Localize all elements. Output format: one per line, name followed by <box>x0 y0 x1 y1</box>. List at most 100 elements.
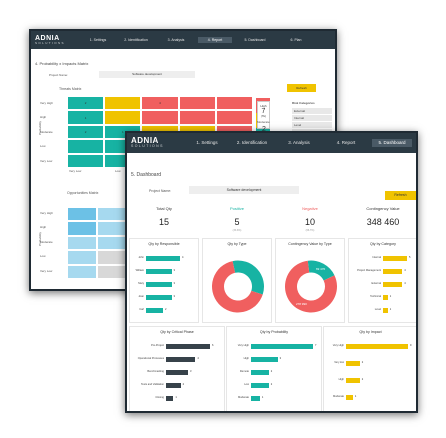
tab-2-identification[interactable]: 2. Identification <box>124 38 148 42</box>
bar-value: 2 <box>182 383 185 386</box>
panel-title: Qty by Impact <box>359 330 382 334</box>
panel-title: Qty by Type <box>227 242 247 246</box>
matrix-cell <box>104 110 142 125</box>
row-label-low: Low <box>40 254 46 259</box>
panel-title: Qty by Critical Phase <box>160 330 194 334</box>
row-label-low: Low <box>40 144 46 149</box>
bar-label: Low <box>244 383 249 386</box>
page-title: 5. Dashboard <box>131 172 162 178</box>
bar-label: Carl <box>139 308 144 311</box>
bar-value: 4 <box>197 357 199 360</box>
kpi-title: Contingency Value <box>366 206 400 211</box>
panel-title: Qty by Category <box>370 242 396 246</box>
slice-positive <box>232 260 264 295</box>
high-level-count: 7 <box>261 108 266 115</box>
bar-label: Closing <box>155 396 164 399</box>
bar-label: Very High <box>237 344 249 347</box>
panel-qty-by-critical-phase: Qty by Critical Phase Pre-Project 6 Operati… <box>129 326 225 411</box>
matrix-cell: 1 <box>67 110 105 125</box>
kpi-value: 348 460 <box>366 217 400 227</box>
matrix-cell <box>141 110 179 125</box>
slice-label: 278 990 <box>296 302 307 306</box>
slice-label: 69 470 <box>316 267 326 271</box>
bar-very-high <box>346 344 408 349</box>
tab-2-identification[interactable]: 2. Identification <box>236 140 268 145</box>
bar-value: 3 <box>190 370 192 373</box>
bar-value: 2 <box>165 308 167 311</box>
matrix-cell: 4 <box>141 96 179 111</box>
matrix-cell: 2 <box>67 124 105 140</box>
panel-title: Qty by Probability <box>259 330 289 334</box>
bar-pre-project <box>166 344 210 349</box>
bar-label: Remote <box>239 370 249 373</box>
row-label-very-low: Very Low <box>40 158 53 163</box>
row-label-high: High <box>40 225 47 230</box>
bar-project-management <box>383 269 403 274</box>
tab-5-dashboard[interactable]: 5. Dashboard <box>372 139 412 147</box>
bar-label: Moderate <box>238 396 249 399</box>
category-filter-external[interactable]: External <box>292 108 332 114</box>
bar-john <box>146 256 180 261</box>
matrix-cell <box>97 264 127 279</box>
threats-matrix-title: Threats Matrix <box>59 87 82 91</box>
tab-4-report[interactable]: 4. Report <box>198 37 232 43</box>
bar-remote <box>251 370 269 375</box>
bar-label: William <box>135 269 144 272</box>
bar-label: Technical <box>370 295 381 298</box>
bar-label: Moderate <box>333 395 344 398</box>
bar-value: 4 <box>404 269 406 272</box>
category-filter-level[interactable]: Level <box>292 122 332 128</box>
bar-moderate <box>251 396 260 401</box>
bar-tests-and-validation <box>166 383 181 388</box>
refresh-button[interactable]: Refresh <box>287 84 316 92</box>
bar-value: 4 <box>404 282 406 285</box>
logo-text: ADNIA <box>35 35 60 42</box>
panel-qty-by-probability: Qty by Probability Very High 7 High 3 Remote 2… <box>226 326 322 411</box>
panel-qty-by-responsible: Qty by Responsible John 4 William 3 Mary 3 Joan… <box>129 238 199 323</box>
category-filter-internal[interactable]: Internal <box>292 115 332 121</box>
kpi-title: Positive <box>229 206 244 211</box>
kpi-value: 10 <box>304 217 315 227</box>
tab-3-analysis[interactable]: 3. Analysis <box>288 140 310 145</box>
panel-qty-by-impact: Qty by Impact Very High 9 Very low 2 High 2 Mod… <box>323 326 416 411</box>
row-label-very-high: Very High <box>40 101 54 105</box>
bar-joan <box>146 295 172 300</box>
moderate-level-count: 2 <box>262 126 266 133</box>
tab-1-settings[interactable]: 1. Settings <box>196 140 218 145</box>
matrix-cell <box>97 221 127 236</box>
project-name-field[interactable]: Software development <box>189 186 299 194</box>
tab-5-dashboard[interactable]: 5. Dashboard <box>244 38 266 42</box>
tab-1-settings[interactable]: 1. Settings <box>89 38 107 42</box>
bar-value: 1 <box>354 395 357 398</box>
tab-6-plan[interactable]: 6. Plan <box>290 38 302 42</box>
matrix-cell <box>178 110 216 125</box>
tab-4-report[interactable]: 4. Report <box>336 140 356 145</box>
bar-mary <box>146 282 172 287</box>
donut-chart: 69 470 278 990 <box>285 260 337 313</box>
bar-value: 4 <box>182 256 184 259</box>
bar-value: 6 <box>212 344 214 347</box>
nav-tabs: 1. Settings 2. Identification 3. Analysis 4… <box>31 31 335 49</box>
row-label-high: High <box>40 115 47 120</box>
bar-value: 1 <box>175 396 177 399</box>
dashboard-window: ADNIA SOLUTIONS 1. Settings 2. Identifica… <box>125 131 418 413</box>
bar-value: 7 <box>315 344 317 347</box>
matrix-cell: 2 <box>67 96 105 111</box>
matrix-cell <box>67 207 97 222</box>
donut-chart <box>212 260 264 313</box>
bar-technical <box>383 295 388 300</box>
bar-value: 5 <box>409 256 411 259</box>
bar-label: Internal <box>372 256 381 259</box>
row-label-very-low: Very Low <box>40 268 53 273</box>
bar-level <box>383 308 388 313</box>
refresh-button[interactable]: Refresh <box>385 191 416 200</box>
panel-title: Qty by Responsible <box>148 242 180 246</box>
opportunities-matrix <box>67 207 127 279</box>
matrix-cell <box>67 235 97 251</box>
project-name-field[interactable]: Software development <box>99 71 195 78</box>
tab-3-analysis[interactable]: 3. Analysis <box>167 38 185 42</box>
kpi-value: 5 <box>234 217 240 227</box>
logo: ADNIA SOLUTIONS <box>31 35 65 45</box>
bar-label: External <box>371 282 381 285</box>
bar-value: 3 <box>173 295 175 298</box>
